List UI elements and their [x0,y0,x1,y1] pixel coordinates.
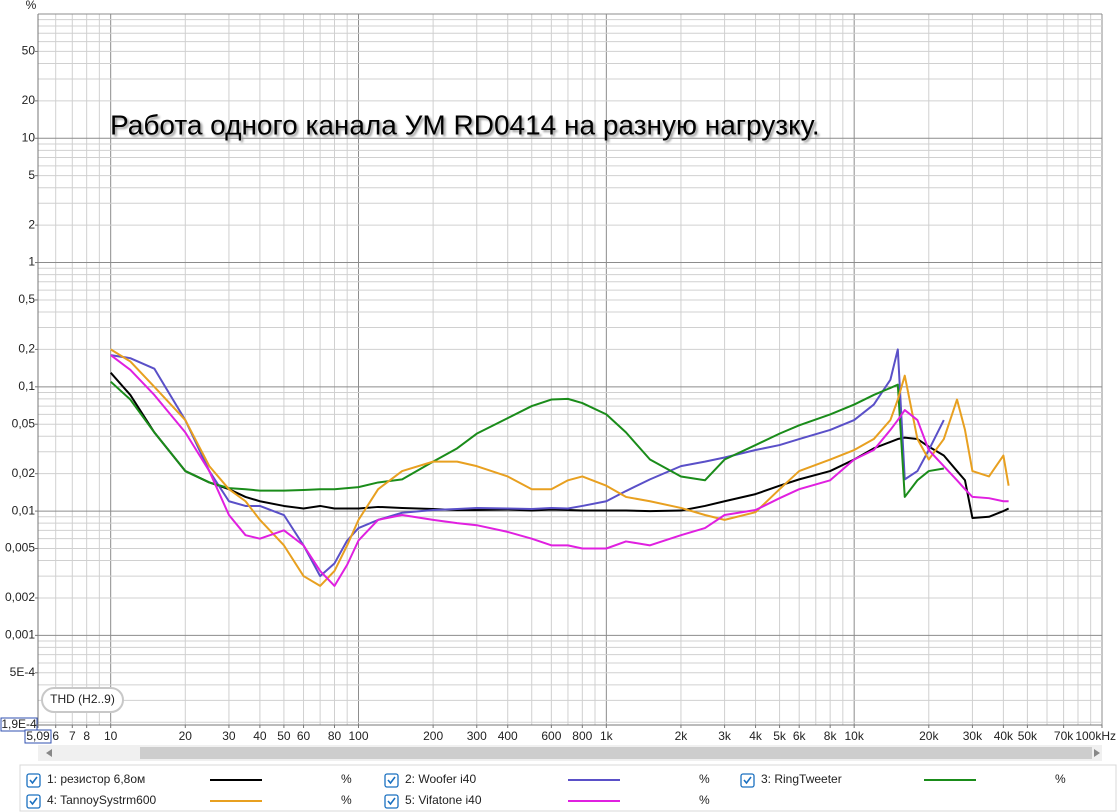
annotation: THD (H2..9) [50,692,115,706]
x-tick-label: 10 [104,729,118,743]
x-tick-label: 400 [498,729,518,743]
scroll-right-arrow[interactable] [1094,749,1100,757]
legend-check [29,797,38,806]
x-tick-label: 20k [919,729,939,743]
x-tick-label: 6 [52,729,59,743]
x-tick-label: 70k [1054,729,1074,743]
y-tick-label: 50 [22,44,36,58]
legend-label: 2: Woofer i40 [405,772,476,786]
y-tick-label: 5E-4 [10,665,36,679]
annotation-box [41,687,124,713]
y-tick-label: 0,005 [5,541,35,555]
series-line [110,348,1010,587]
x-tick-label: 40 [253,729,267,743]
series-line [110,354,1009,587]
scrollbar[interactable] [38,745,1102,761]
legend-unit: % [699,793,710,807]
legend-check [743,776,752,785]
legend-item[interactable]: 3: RingTweeter% [740,772,1066,788]
y-axis-unit: % [26,0,37,12]
y-tick-label: 0,02 [12,466,36,480]
x-tick-label: 2k [675,729,689,743]
x-tick-label: 600 [541,729,561,743]
x-tick-label: 50k [1018,729,1038,743]
x-tick-label: 300 [467,729,487,743]
x-tick-label: 10k [844,729,864,743]
legend-check [387,776,396,785]
y-tick-label: 0,05 [12,416,36,430]
labels: 1,9E-4 5E-4 0,001 0,002 0,005 0,01 0,02 0,05 0,1… [0,44,1116,744]
x-tick-label: 5k [773,729,787,743]
scroll-left-arrow[interactable] [46,749,52,757]
x-tick-label: 6k [793,729,807,743]
y-tick-label: 0,002 [5,590,35,604]
legend-label: 1: резистор 6,8ом [47,772,145,786]
x-tick-label: 100 [348,729,368,743]
legend-label: 5: Vifatone i40 [405,793,482,807]
x-tick-label: 200 [423,729,443,743]
legend-item[interactable]: 5: Vifatone i40% [384,793,710,809]
x-tick-label: 80 [328,729,342,743]
x-limit-box [24,729,52,744]
scroll-thumb[interactable] [140,747,1092,759]
legend-check [387,797,396,806]
y-tick-label: 2 [28,217,35,231]
y-tick-label: 1 [28,255,35,269]
curves [109,348,1010,587]
legend: 1: резистор 6,8ом% 2: Woofer i40% 3: RingT… [26,772,1066,809]
legend-unit: % [341,772,352,786]
y-tick-label: 0,001 [5,628,35,642]
legend-unit: % [699,772,710,786]
y-tick-label: 5 [28,168,35,182]
x-tick-label: 40k [994,729,1014,743]
legend-item[interactable]: 1: резистор 6,8ом% [26,772,352,788]
x-tick-label: 800 [572,729,592,743]
x-tick-label: 20 [179,729,193,743]
legend-label: 4: TannoySystrm600 [47,793,156,807]
legend-item[interactable]: 2: Woofer i40% [384,772,710,788]
y-tick-label: 1,9E-4 [1,717,37,731]
y-tick-label: 20 [22,93,36,107]
x-tick-label: 100kHz [1075,729,1116,743]
y-tick-label: 0,1 [18,379,35,393]
x-tick-label: 50 [277,729,291,743]
series-line [110,380,944,498]
y-tick-label: 10 [22,130,36,144]
y-tick-label: 0,01 [12,503,36,517]
x-tick-label: 30 [222,729,236,743]
series-line [110,348,945,578]
x-tick-label: 5,09 [26,729,50,743]
x-tick-label: 3k [718,729,732,743]
y-tick-label: 0,2 [18,342,35,356]
x-tick-label: 1k [600,729,614,743]
legend-unit: % [341,793,352,807]
x-tick-label: 8k [824,729,838,743]
x-tick-label: 8 [83,729,90,743]
x-tick-label: 30k [963,729,983,743]
x-tick-label: 60 [297,729,311,743]
x-tick-label: 4k [749,729,763,743]
series-line [109,371,1010,519]
x-tick-label: 7 [69,729,76,743]
legend-item[interactable]: 4: TannoySystrm600% [26,793,352,809]
chart-title: Работа одного канала УМ RD0414 на разную… [110,109,820,140]
legend-panel [19,764,1117,812]
legend-label: 3: RingTweeter [761,772,842,786]
legend-check [29,776,38,785]
y-tick-label: 0,5 [18,292,35,306]
grid [37,13,1103,726]
legend-unit: % [1055,772,1066,786]
